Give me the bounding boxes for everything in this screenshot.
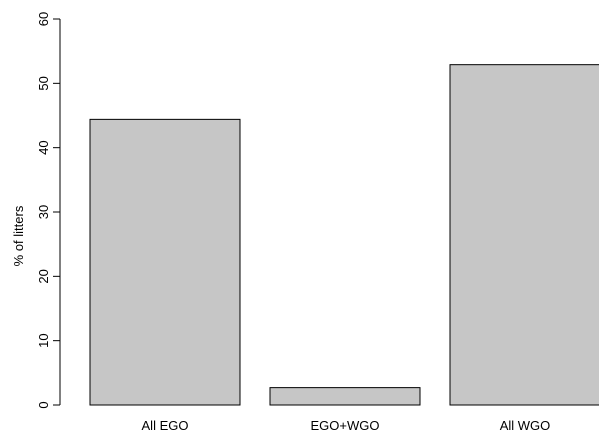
bar-all-wgo [450,65,599,405]
y-axis-title: % of litters [11,205,26,266]
y-tick-label: 60 [36,12,51,26]
bars [90,65,599,405]
x-tick-label: EGO+WGO [311,418,380,433]
y-tick-label: 0 [36,401,51,408]
y-tick-label: 10 [36,333,51,347]
bar-all-ego [90,119,240,405]
x-tick-label: All WGO [500,418,551,433]
y-tick-label: 50 [36,76,51,90]
y-tick-label: 30 [36,205,51,219]
x-axis-labels: All EGO EGO+WGO All WGO [142,418,551,433]
y-tick-label: 40 [36,140,51,154]
bar-ego-wgo [270,388,420,405]
y-axis: 0 10 20 30 40 50 60 [36,12,60,409]
x-tick-label: All EGO [142,418,189,433]
y-tick-label: 20 [36,269,51,283]
